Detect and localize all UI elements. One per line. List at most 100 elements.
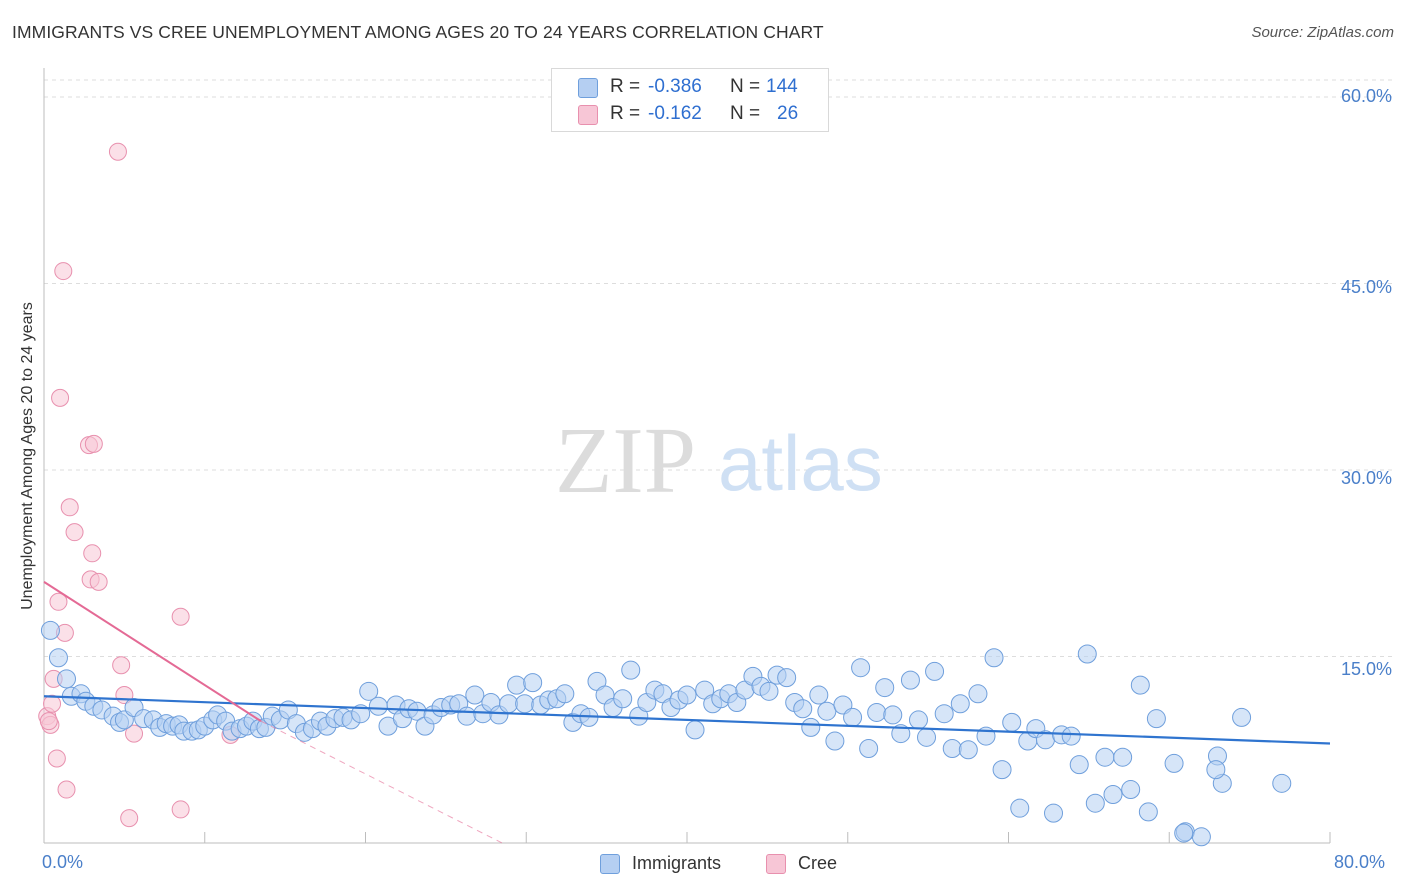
immigrants-point — [851, 658, 871, 678]
immigrants-point — [351, 704, 371, 724]
immigrants-point — [523, 673, 543, 693]
immigrants-point — [368, 696, 388, 716]
immigrants-point — [613, 689, 633, 709]
y-tick-label: 30.0% — [1340, 468, 1392, 488]
immigrants-stat-row: R = -0.386 N = 144 — [552, 74, 828, 100]
cree-point — [57, 780, 76, 799]
cree-trend-line-extension — [260, 720, 503, 844]
cree-point — [60, 498, 79, 517]
y-tick-label: 60.0% — [1340, 86, 1392, 106]
correlation-stats-box: R = -0.386 N = 144 R = -0.162 N = 26 — [551, 68, 829, 132]
legend-immigrants-label: Immigrants — [632, 853, 722, 873]
cree-point — [49, 592, 68, 611]
immigrants-point — [1061, 726, 1081, 746]
immigrants-point — [1113, 747, 1133, 767]
immigrants-point — [48, 648, 68, 668]
cree-n-label: N = — [730, 103, 761, 124]
immigrants-point — [925, 661, 945, 681]
cree-n-value: 26 — [777, 103, 799, 124]
immigrants-point — [1085, 793, 1105, 813]
immigrants-point — [1121, 780, 1141, 800]
cree-point — [171, 800, 190, 819]
immigrants-point — [908, 710, 928, 730]
cree-point — [89, 572, 108, 591]
immigrants-point — [1095, 747, 1115, 767]
immigrants-point — [968, 684, 988, 704]
immigrants-trend-line — [43, 695, 1331, 745]
immigrants-point — [958, 740, 978, 760]
watermark-atlas: atlas — [718, 419, 883, 507]
cree-point — [83, 544, 102, 563]
immigrants-point — [950, 694, 970, 714]
immigrants-point — [555, 684, 575, 704]
immigrants-point — [1002, 712, 1022, 732]
immigrants-point — [1146, 709, 1166, 729]
immigrants-point — [992, 760, 1012, 780]
immigrants-point — [1069, 755, 1089, 775]
immigrants-point — [825, 731, 845, 751]
cree-point — [39, 712, 58, 731]
immigrants-point — [777, 668, 797, 688]
immigrants-point — [942, 739, 962, 759]
immigrants-point — [809, 685, 829, 705]
y-tick-label: 15.0% — [1340, 659, 1392, 679]
immigrants-point — [515, 694, 535, 714]
immigrants-point — [867, 702, 887, 722]
cree-series — [38, 142, 240, 828]
immigrants-n-value: 144 — [766, 76, 798, 97]
cree-swatch — [578, 105, 598, 125]
grid-lines — [44, 79, 1394, 657]
cree-point — [112, 656, 131, 675]
cree-point — [171, 607, 190, 626]
chart-source: Source: ZipAtlas.com — [1251, 24, 1394, 41]
cree-point — [51, 388, 70, 407]
cree-point — [108, 142, 127, 161]
cree-point — [54, 262, 73, 281]
immigrants-point — [677, 685, 697, 705]
x-tick-label-min: 0.0% — [42, 852, 84, 872]
immigrants-point — [900, 670, 920, 690]
cree-point — [120, 809, 139, 828]
immigrants-point — [507, 675, 527, 695]
immigrants-point — [1164, 753, 1184, 773]
immigrants-point — [1174, 823, 1194, 843]
legend-immigrants: Immigrants — [600, 852, 740, 876]
immigrants-point — [57, 669, 77, 689]
immigrants-point — [859, 739, 879, 759]
immigrants-point — [465, 685, 485, 705]
immigrants-n-label: N = — [730, 76, 761, 97]
immigrants-point — [801, 717, 821, 737]
immigrants-point — [1272, 773, 1292, 793]
cree-point — [125, 724, 144, 743]
cree-r-label: R = — [610, 103, 641, 124]
legend-immigrants-swatch — [600, 854, 620, 874]
cree-r-value: -0.162 — [648, 103, 702, 124]
immigrants-point — [457, 706, 477, 726]
immigrants-r-label: R = — [610, 76, 641, 97]
cree-point — [47, 749, 66, 768]
immigrants-point — [40, 620, 60, 640]
immigrants-point — [917, 727, 937, 747]
cree-trend-line — [43, 581, 262, 722]
cree-point — [84, 434, 103, 453]
immigrants-swatch — [578, 78, 598, 98]
legend-cree-swatch — [766, 854, 786, 874]
immigrants-point — [1138, 802, 1158, 822]
immigrants-series — [40, 620, 1292, 847]
immigrants-point — [1191, 827, 1211, 847]
immigrants-point — [1077, 644, 1097, 664]
immigrants-point — [883, 705, 903, 725]
immigrants-point — [1010, 798, 1030, 818]
cree-stat-row: R = -0.162 N = 26 — [552, 101, 828, 127]
immigrants-point — [875, 678, 895, 698]
cree-point — [43, 694, 62, 713]
immigrants-point — [843, 707, 863, 727]
immigrants-r-value: -0.386 — [648, 76, 702, 97]
chart-title: IMMIGRANTS VS CREE UNEMPLOYMENT AMONG AG… — [12, 22, 824, 42]
immigrants-point — [1232, 707, 1252, 727]
immigrants-point — [817, 701, 837, 721]
legend-cree: Cree — [766, 852, 856, 876]
immigrants-point — [793, 699, 813, 719]
watermark: ZIP atlas — [555, 409, 883, 513]
